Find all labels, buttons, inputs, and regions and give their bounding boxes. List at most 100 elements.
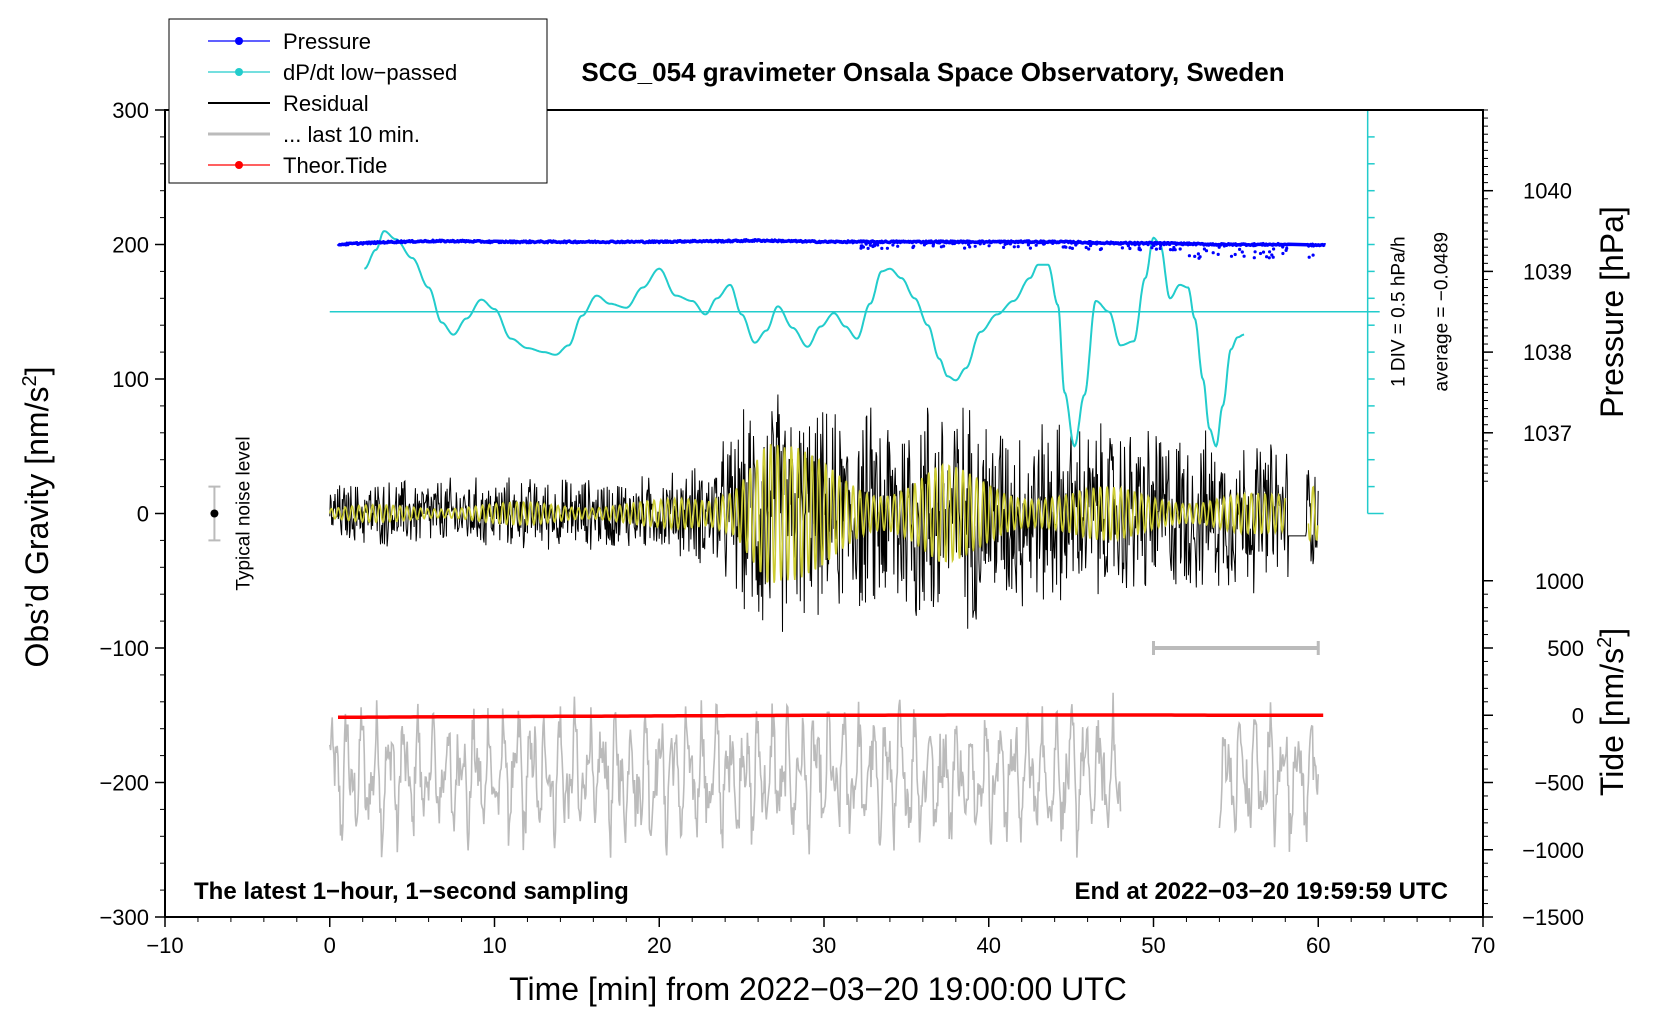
- pressure-point: [1271, 255, 1275, 259]
- legend-marker: [235, 161, 243, 169]
- pressure-point: [866, 246, 870, 250]
- chart-title: SCG_054 gravimeter Onsala Space Observat…: [581, 57, 1284, 87]
- noise-level-label: Typical noise level: [233, 436, 254, 590]
- pressure-point: [1042, 242, 1046, 246]
- tide-tick-label: 500: [1547, 636, 1584, 661]
- series-residual: [329, 394, 1319, 632]
- pressure-point: [987, 244, 991, 248]
- y-tick-label: −100: [99, 636, 149, 661]
- x-tick-label: 30: [812, 933, 836, 958]
- x-tick-label: 10: [482, 933, 506, 958]
- legend-marker: [235, 68, 243, 76]
- pressure-point: [1087, 247, 1091, 251]
- pressure-point: [1137, 243, 1141, 247]
- legend-label: Pressure: [283, 29, 371, 54]
- pressure-point: [1158, 246, 1162, 251]
- pressure-point: [1252, 244, 1256, 248]
- pressure-point: [888, 240, 892, 244]
- pressure-point: [868, 243, 873, 247]
- pressure-point: [1128, 246, 1132, 251]
- pressure-point: [1005, 241, 1009, 246]
- pressure-point: [919, 241, 923, 245]
- series-pressure: [336, 238, 1327, 248]
- pressure-point: [1242, 254, 1246, 258]
- pressure-point: [1028, 246, 1032, 250]
- y-axis-title-tide-sup: 2: [1594, 637, 1616, 648]
- pressure-point: [1193, 254, 1197, 258]
- pressure-point: [1084, 245, 1088, 250]
- y-tick-label: −300: [99, 905, 149, 930]
- pressure-point: [978, 242, 982, 246]
- pressure-point: [1233, 252, 1237, 257]
- noise-bar-point: [210, 509, 219, 518]
- y-tick-label: 200: [112, 233, 149, 258]
- pressure-point: [966, 242, 971, 247]
- pressure-point: [1016, 245, 1020, 249]
- x-tick-label: 70: [1471, 933, 1495, 958]
- pressure-point: [896, 244, 900, 248]
- pressure-point: [924, 241, 928, 245]
- pressure-point: [1120, 246, 1124, 250]
- pressure-point: [1284, 248, 1288, 252]
- pressure-point: [1240, 250, 1244, 254]
- pressure-point: [1146, 243, 1150, 247]
- pressure-point: [952, 241, 957, 246]
- pressure-point: [1070, 246, 1074, 250]
- dpdt-scale-div-label: 1 DIV = 0.5 hPa/h: [1389, 236, 1410, 387]
- pressure-point: [1281, 251, 1285, 256]
- series-dpdt: [364, 230, 1245, 448]
- pressure-point: [1074, 243, 1078, 247]
- pressure-point: [869, 241, 873, 245]
- x-tick-label: −10: [146, 933, 183, 958]
- pressure-point: [1099, 247, 1103, 251]
- pressure-point: [885, 246, 890, 250]
- pressure-point: [1219, 243, 1223, 247]
- pressure-point: [1258, 251, 1263, 256]
- pressure-point: [1229, 254, 1234, 258]
- pressure-point: [1168, 248, 1173, 252]
- pressure-point: [1234, 243, 1238, 247]
- pressure-point: [1095, 242, 1099, 246]
- axes: −10 0 10 20 30 40 50 60 70−300−200−1000100200300…: [99, 98, 1584, 958]
- pressure-point: [1216, 252, 1220, 256]
- y-axis-title-tide-main: Tide [nm/s: [1594, 648, 1630, 796]
- pressure-point: [1113, 241, 1117, 246]
- pressure-point: [1119, 242, 1123, 246]
- pressure-point: [1307, 255, 1311, 259]
- pressure-point: [1089, 242, 1094, 246]
- legend-label: dP/dt low−passed: [283, 60, 457, 85]
- pressure-point: [1154, 247, 1158, 251]
- pressure-point: [1211, 251, 1215, 255]
- pressure-point: [1267, 256, 1271, 260]
- pressure-tick-label: 1038: [1523, 340, 1572, 365]
- pressure-point: [1051, 241, 1055, 245]
- pressure-tick-label: 1039: [1523, 259, 1572, 284]
- legend-label: ... last 10 min.: [283, 122, 420, 147]
- legend: Pressure dP/dt low−passed Residual ... last…: [168, 18, 548, 184]
- pressure-tick-label: 1040: [1523, 179, 1572, 204]
- pressure-point: [880, 246, 884, 250]
- pressure-point: [1272, 247, 1276, 251]
- pressure-point: [1261, 250, 1266, 254]
- pressure-point: [931, 244, 935, 248]
- pressure-point: [891, 243, 895, 247]
- pressure-scatter: [859, 240, 1315, 260]
- pressure-point: [976, 240, 980, 244]
- pressure-point: [1204, 249, 1209, 253]
- tide-tick-label: 0: [1572, 703, 1584, 728]
- y-axis-title-tide-end: ]: [1594, 628, 1630, 637]
- pressure-point: [1064, 245, 1068, 249]
- x-axis-title: Time [min] from 2022−03−20 19:00:00 UTC: [509, 971, 1127, 1007]
- pressure-point: [1013, 241, 1017, 245]
- pressure-point: [1168, 242, 1172, 247]
- tide-tick-label: 1000: [1535, 569, 1584, 594]
- pressure-point: [1151, 243, 1155, 247]
- series-filtered-residual: [329, 444, 1286, 583]
- pressure-point: [1137, 247, 1141, 251]
- series-tide: [338, 713, 1324, 720]
- pressure-point: [1012, 245, 1016, 249]
- y-tick-label: 100: [112, 367, 149, 392]
- pressure-point: [1277, 243, 1282, 247]
- y-tick-label: 300: [112, 98, 149, 123]
- pressure-point: [1311, 253, 1315, 257]
